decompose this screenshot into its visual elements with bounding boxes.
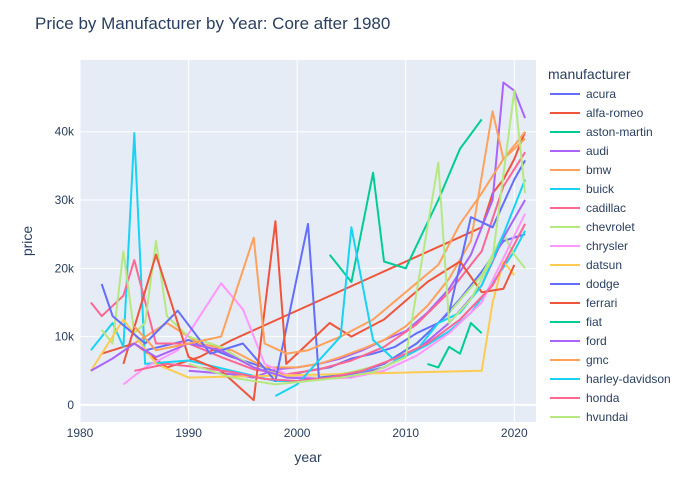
legend-item-audi[interactable]: audi [550, 144, 609, 158]
legend-label: ferrari [586, 296, 617, 310]
y-tick-label: 40k [55, 125, 75, 139]
legend-label: hvundai [586, 410, 628, 424]
legend-item-alfa-romeo[interactable]: alfa-romeo [550, 106, 644, 120]
chart-title: Price by Manufacturer by Year: Core afte… [35, 14, 390, 33]
legend-item-acura[interactable]: acura [550, 87, 616, 101]
legend-label: chevrolet [586, 220, 635, 234]
series-line-aston-martin[interactable] [328, 118, 483, 283]
series-line-hvundai[interactable] [188, 89, 527, 386]
legend-label: harley-davidson [586, 372, 671, 386]
legend-label: chrysler [586, 239, 628, 253]
legend-label: audi [586, 144, 609, 158]
y-tick-label: 0 [67, 398, 74, 412]
legend-label: dodge [586, 277, 620, 291]
legend-label: buick [586, 182, 615, 196]
legend-label: fiat [586, 315, 603, 329]
series-line-dodge[interactable] [100, 159, 526, 382]
legend-item-chrysler[interactable]: chrysler [550, 239, 628, 253]
legend-label: gmc [586, 353, 609, 367]
x-tick-label: 1990 [175, 426, 202, 440]
legend-item-ford[interactable]: ford [550, 334, 607, 348]
legend-label: bmw [586, 163, 612, 177]
x-axis-ticks: 1980 1990 2000 2010 2020 [67, 426, 528, 440]
legend-item-honda[interactable]: honda [550, 391, 620, 405]
legend-item-gmc[interactable]: gmc [550, 353, 609, 367]
y-tick-label: 20k [55, 261, 75, 275]
legend-item-hvundai[interactable]: hvundai [550, 410, 628, 424]
y-axis-ticks: 0 10k 20k 30k 40k [55, 125, 75, 412]
series-line-harley-davidson[interactable] [274, 179, 527, 397]
legend-label: datsun [586, 258, 622, 272]
legend-item-buick[interactable]: buick [550, 182, 615, 196]
y-axis-title: price [19, 226, 35, 257]
series-lines [90, 81, 527, 402]
legend-item-datsun[interactable]: datsun [550, 258, 622, 272]
legend-item-aston-martin[interactable]: aston-martin [550, 125, 653, 139]
x-tick-label: 2010 [392, 426, 419, 440]
legend-title: manufacturer [548, 66, 631, 82]
legend-item-ferrari[interactable]: ferrari [550, 296, 617, 310]
series-line-fiat[interactable] [427, 322, 483, 369]
x-axis-title: year [294, 449, 322, 465]
legend-item-fiat[interactable]: fiat [550, 315, 603, 329]
legend-item-harley-davidson[interactable]: harley-davidson [550, 372, 671, 386]
legend-item-cadillac[interactable]: cadillac [550, 201, 626, 215]
x-tick-label: 2020 [501, 426, 528, 440]
legend-item-chevrolet[interactable]: chevrolet [550, 220, 635, 234]
x-tick-label: 2000 [284, 426, 311, 440]
legend-label: aston-martin [586, 125, 653, 139]
legend-label: alfa-romeo [586, 106, 644, 120]
series-line-ferrari[interactable] [122, 220, 516, 402]
x-tick-label: 1980 [67, 426, 94, 440]
legend-label: honda [586, 391, 620, 405]
series-line-gmc[interactable] [133, 137, 526, 355]
legend-label: acura [586, 87, 616, 101]
y-tick-label: 10k [55, 330, 75, 344]
legend-label: ford [586, 334, 607, 348]
legend-item-bmw[interactable]: bmw [550, 163, 612, 177]
legend: manufacturer acura alfa-romeo aston-martin… [548, 66, 671, 424]
y-tick-label: 30k [55, 193, 75, 207]
legend-item-dodge[interactable]: dodge [550, 277, 620, 291]
legend-label: cadillac [586, 201, 626, 215]
gridlines [79, 60, 536, 422]
